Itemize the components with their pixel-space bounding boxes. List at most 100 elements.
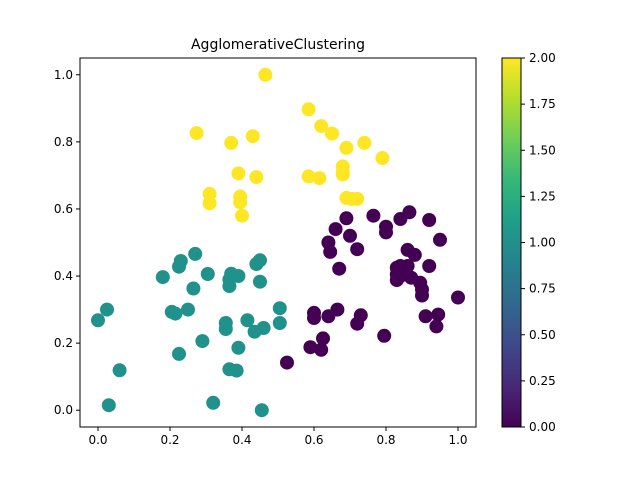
data-point <box>312 171 327 186</box>
data-point <box>249 257 264 271</box>
data-point <box>377 328 392 343</box>
data-point <box>415 288 429 303</box>
data-point <box>366 208 381 223</box>
y-tick-label: 0.2 <box>54 336 73 350</box>
data-point <box>218 322 233 336</box>
data-point <box>431 307 446 322</box>
y-tick-label: 0.6 <box>54 202 73 216</box>
data-point <box>172 259 186 274</box>
x-tick-label: 0.2 <box>160 433 179 447</box>
data-point <box>314 342 329 357</box>
data-point <box>155 270 170 285</box>
y-axis: 0.0 0.2 0.4 0.6 0.8 1.0 <box>54 68 80 417</box>
data-point <box>235 208 249 223</box>
data-point <box>272 301 287 316</box>
colorbar-tick-label: 1.00 <box>529 236 556 250</box>
colorbar-tick-label: 1.75 <box>529 97 556 111</box>
data-point <box>195 334 210 349</box>
x-tick-label: 0.6 <box>304 433 323 447</box>
colorbar-tick-label: 1.25 <box>529 189 556 203</box>
colorbar-tick-label: 1.50 <box>529 143 556 157</box>
data-point <box>189 126 204 141</box>
data-point <box>314 119 329 134</box>
data-point <box>222 279 237 294</box>
data-point <box>206 395 221 410</box>
data-point <box>202 196 217 211</box>
data-point <box>422 259 437 273</box>
data-point <box>188 246 203 261</box>
data-point <box>247 324 262 339</box>
data-point <box>429 319 444 334</box>
data-point <box>240 313 255 328</box>
data-point <box>224 135 239 150</box>
colorbar-tick-label: 0.25 <box>529 374 556 388</box>
data-point <box>91 313 105 328</box>
data-point <box>325 126 339 141</box>
data-point <box>245 129 260 144</box>
data-point <box>168 306 183 321</box>
data-point <box>303 340 318 355</box>
data-point <box>231 166 246 181</box>
colorbar-tick-label: 0.00 <box>529 420 556 434</box>
data-point <box>407 247 422 262</box>
colorbar-tick-label: 0.50 <box>529 328 556 342</box>
data-point <box>301 169 316 184</box>
data-point <box>375 151 390 165</box>
y-tick-label: 0.4 <box>54 269 73 283</box>
data-point <box>249 170 264 185</box>
data-point <box>233 195 248 210</box>
data-point <box>272 316 287 330</box>
data-point <box>339 140 354 155</box>
data-point <box>280 355 294 370</box>
data-point <box>301 102 316 117</box>
colorbar-axis: 0.00 0.25 0.50 0.75 1.00 1.25 1.50 1.75 2.00 <box>521 51 556 434</box>
data-point <box>350 316 365 331</box>
colorbar <box>502 58 521 427</box>
data-point <box>379 225 393 240</box>
data-point <box>181 302 195 317</box>
data-point <box>433 232 447 247</box>
data-point <box>321 309 336 324</box>
data-point <box>200 267 215 281</box>
data-point <box>418 309 433 324</box>
data-point <box>422 213 437 227</box>
chart-title: AgglomerativeClustering <box>191 37 365 53</box>
y-tick-label: 0.8 <box>54 135 73 149</box>
data-point <box>172 346 186 361</box>
x-tick-label: 0.4 <box>232 433 251 447</box>
y-tick-label: 1.0 <box>54 68 73 82</box>
data-point <box>253 274 267 289</box>
x-tick-label: 1.0 <box>448 433 467 447</box>
colorbar-tick-label: 0.75 <box>529 282 556 296</box>
data-point <box>343 228 357 243</box>
data-point <box>350 191 365 206</box>
data-point <box>451 290 465 305</box>
y-tick-label: 0.0 <box>54 403 73 417</box>
data-point <box>258 67 273 82</box>
data-point <box>231 340 246 355</box>
data-point <box>357 135 372 150</box>
data-point <box>229 363 244 378</box>
x-axis: 0.0 0.2 0.4 0.6 0.8 1.0 <box>88 427 468 447</box>
x-tick-label: 0.8 <box>376 433 395 447</box>
data-point <box>350 242 365 257</box>
data-point <box>323 244 338 259</box>
points-layer <box>91 67 465 418</box>
data-point <box>186 281 201 296</box>
colorbar-tick-label: 2.00 <box>529 51 556 65</box>
data-point <box>307 311 321 325</box>
data-point <box>112 363 127 378</box>
data-point <box>328 222 343 237</box>
data-point <box>316 331 330 346</box>
data-point <box>335 167 350 182</box>
plot-frame <box>79 57 477 428</box>
data-point <box>389 273 404 288</box>
x-tick-label: 0.0 <box>88 433 107 447</box>
data-point <box>339 211 354 226</box>
data-point <box>254 403 269 418</box>
data-point <box>100 302 114 317</box>
data-point <box>393 212 408 226</box>
data-point <box>101 398 116 413</box>
